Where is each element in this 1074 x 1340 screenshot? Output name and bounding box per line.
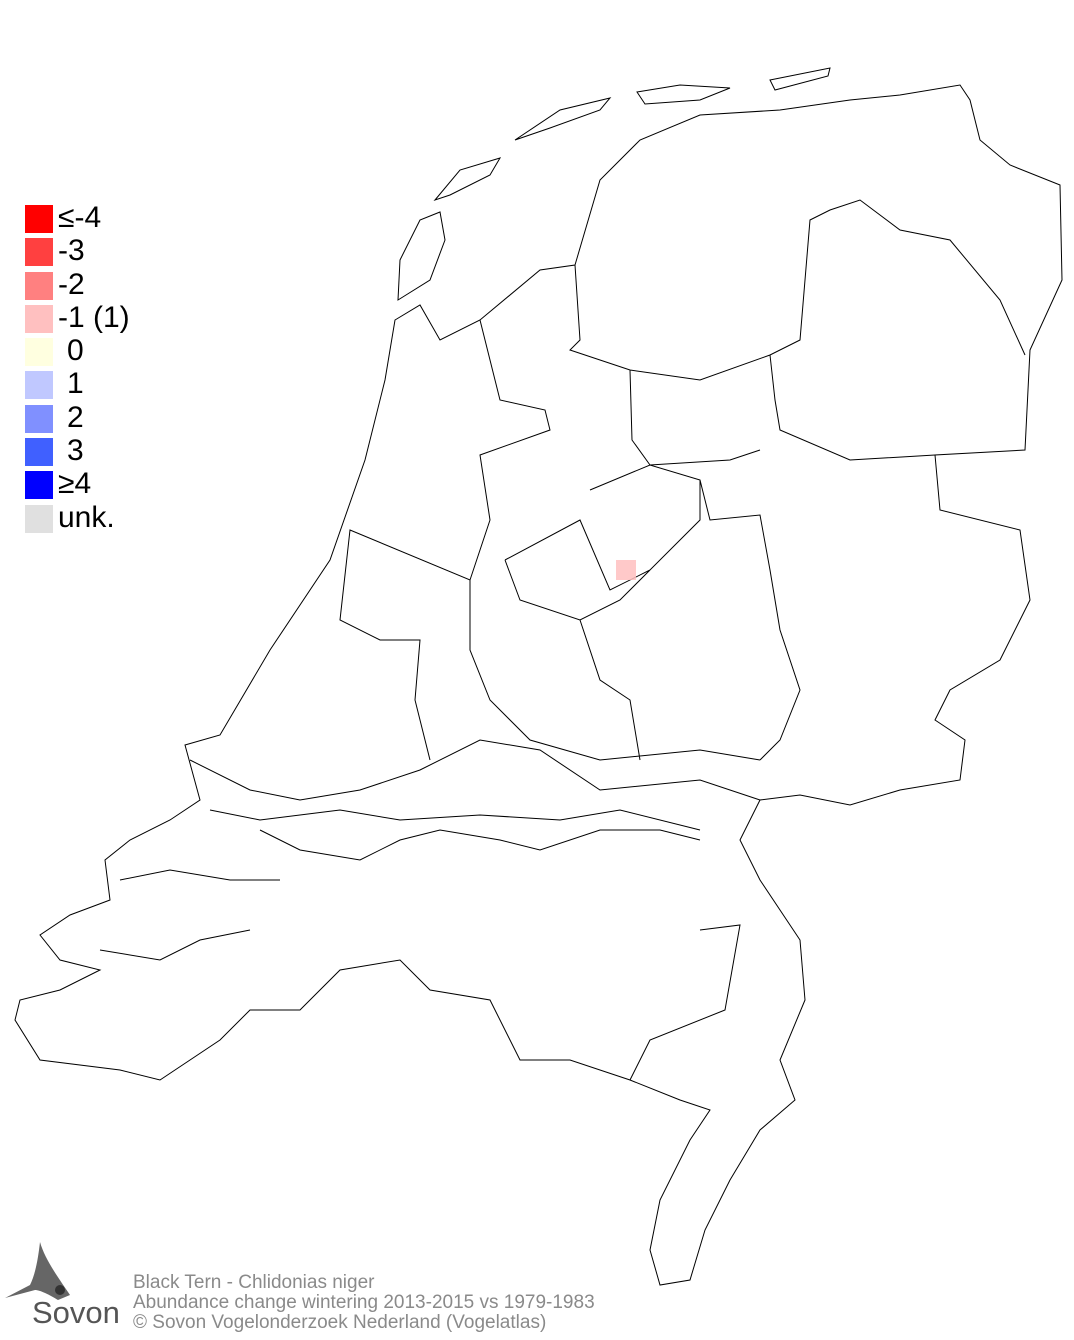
legend-swatch	[25, 471, 53, 500]
legend-swatch	[25, 404, 53, 433]
sovon-logo-text: Sovon	[32, 1295, 120, 1330]
province-borders	[99, 199, 1026, 1081]
legend-label: 0	[67, 334, 84, 368]
species-name: Black Tern - Chlidonias niger	[133, 1272, 375, 1293]
map-subtitle: Abundance change wintering 2013-2015 vs …	[133, 1292, 595, 1313]
legend-label: -3	[58, 234, 85, 268]
terschelling-island	[514, 97, 612, 141]
legend-swatch	[25, 304, 53, 333]
legend-swatch	[25, 371, 53, 400]
schiermonnikoog-island	[769, 67, 831, 91]
map-caption: Black Tern - Chlidonias niger Abundance …	[133, 1273, 595, 1333]
country-outline	[14, 84, 1063, 1286]
legend-label: ≥4	[58, 467, 92, 501]
legend-label: 3	[67, 434, 84, 468]
sovon-swallow-logo-icon	[5, 1242, 70, 1300]
legend-label: unk.	[58, 500, 115, 534]
legend-swatch	[25, 238, 53, 267]
legend-swatch	[25, 271, 53, 300]
legend-swatch	[25, 205, 53, 233]
highlighted-grid-cell	[616, 560, 636, 580]
legend-label: -1 (1)	[58, 300, 130, 334]
legend-swatch	[25, 338, 53, 367]
legend-swatch	[25, 438, 53, 467]
legend-swatch	[25, 504, 53, 533]
legend-label: ≤-4	[58, 201, 102, 234]
legend-label: 2	[67, 400, 84, 434]
copyright: © Sovon Vogelonderzoek Nederland (Vogela…	[133, 1312, 547, 1333]
legend-label: 1	[67, 367, 84, 401]
legend-label: -2	[58, 267, 85, 301]
ameland-island	[636, 84, 731, 105]
vlieland-island	[433, 157, 502, 202]
texel-island	[397, 211, 446, 301]
